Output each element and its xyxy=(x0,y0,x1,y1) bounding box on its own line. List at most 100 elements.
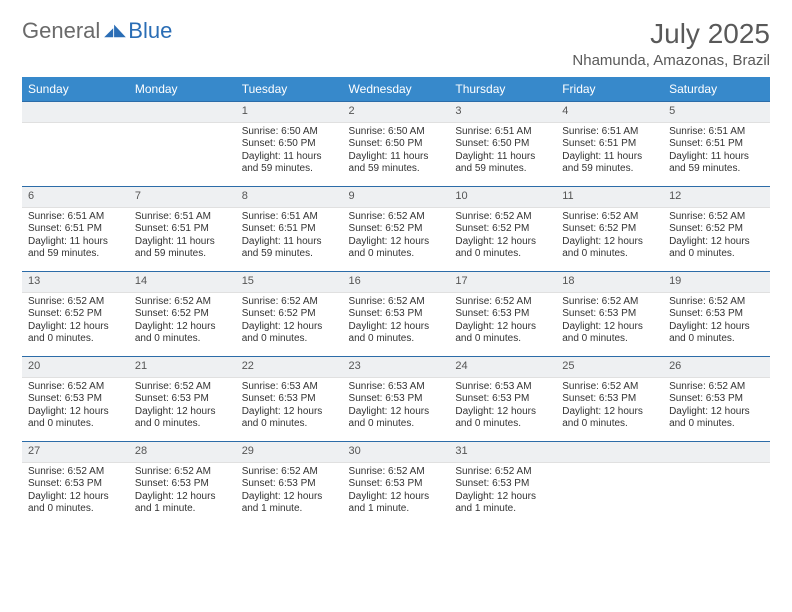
day-body: Sunrise: 6:52 AMSunset: 6:53 PMDaylight:… xyxy=(236,463,343,520)
daylight-text: Daylight: 12 hours and 1 minute. xyxy=(349,491,444,516)
sunset-text: Sunset: 6:53 PM xyxy=(242,478,337,491)
weekday-friday: Friday xyxy=(556,77,663,102)
day-body: Sunrise: 6:52 AMSunset: 6:53 PMDaylight:… xyxy=(343,463,450,520)
day-number: 17 xyxy=(449,272,556,293)
day-number: 8 xyxy=(236,187,343,208)
sunrise-text: Sunrise: 6:51 AM xyxy=(455,126,550,139)
sunrise-text: Sunrise: 6:52 AM xyxy=(242,296,337,309)
day-number-empty xyxy=(663,442,770,463)
day-body: Sunrise: 6:52 AMSunset: 6:53 PMDaylight:… xyxy=(449,293,556,350)
daylight-text: Daylight: 12 hours and 1 minute. xyxy=(135,491,230,516)
daylight-text: Daylight: 12 hours and 0 minutes. xyxy=(349,321,444,346)
day-number: 11 xyxy=(556,187,663,208)
day-number: 21 xyxy=(129,357,236,378)
calendar-cell: 20Sunrise: 6:52 AMSunset: 6:53 PMDayligh… xyxy=(22,357,129,442)
daylight-text: Daylight: 12 hours and 0 minutes. xyxy=(455,406,550,431)
daylight-text: Daylight: 12 hours and 0 minutes. xyxy=(669,236,764,261)
daylight-text: Daylight: 12 hours and 0 minutes. xyxy=(669,321,764,346)
sunset-text: Sunset: 6:53 PM xyxy=(135,393,230,406)
calendar-cell: 21Sunrise: 6:52 AMSunset: 6:53 PMDayligh… xyxy=(129,357,236,442)
sunrise-text: Sunrise: 6:52 AM xyxy=(455,211,550,224)
sunrise-text: Sunrise: 6:52 AM xyxy=(562,296,657,309)
calendar-week-row: 6 Sunrise: 6:51 AM Sunset: 6:51 PM Daylight… xyxy=(22,187,770,272)
calendar-cell: 25Sunrise: 6:52 AMSunset: 6:53 PMDayligh… xyxy=(556,357,663,442)
calendar-cell: 14Sunrise: 6:52 AMSunset: 6:52 PMDayligh… xyxy=(129,272,236,357)
daylight-text: Daylight: 11 hours and 59 minutes. xyxy=(242,151,337,176)
calendar-cell: 8Sunrise: 6:51 AMSunset: 6:51 PMDaylight… xyxy=(236,187,343,272)
day-number: 28 xyxy=(129,442,236,463)
calendar-cell: 5Sunrise: 6:51 AMSunset: 6:51 PMDaylight… xyxy=(663,102,770,187)
sunrise-text: Sunrise: 6:52 AM xyxy=(242,466,337,479)
calendar-cell xyxy=(129,102,236,187)
day-body: Sunrise: 6:53 AMSunset: 6:53 PMDaylight:… xyxy=(449,378,556,435)
daylight-text: Daylight: 12 hours and 0 minutes. xyxy=(349,236,444,261)
sunset-text: Sunset: 6:53 PM xyxy=(349,308,444,321)
day-body: Sunrise: 6:52 AMSunset: 6:52 PMDaylight:… xyxy=(22,293,129,350)
day-number: 15 xyxy=(236,272,343,293)
sunset-text: Sunset: 6:51 PM xyxy=(669,138,764,151)
day-number: 6 xyxy=(22,187,129,208)
sunrise-text: Sunrise: 6:51 AM xyxy=(562,126,657,139)
sunset-text: Sunset: 6:51 PM xyxy=(28,223,123,236)
sunset-text: Sunset: 6:50 PM xyxy=(455,138,550,151)
calendar-cell: 28Sunrise: 6:52 AMSunset: 6:53 PMDayligh… xyxy=(129,442,236,527)
daylight-text: Daylight: 12 hours and 0 minutes. xyxy=(28,321,123,346)
calendar-week-row: 13Sunrise: 6:52 AMSunset: 6:52 PMDayligh… xyxy=(22,272,770,357)
day-number: 2 xyxy=(343,102,450,123)
calendar-table: Sunday Monday Tuesday Wednesday Thursday… xyxy=(22,77,770,527)
daylight-text: Daylight: 12 hours and 1 minute. xyxy=(455,491,550,516)
sunset-text: Sunset: 6:53 PM xyxy=(562,308,657,321)
daylight-text: Daylight: 12 hours and 0 minutes. xyxy=(242,321,337,346)
daylight-text: Daylight: 12 hours and 0 minutes. xyxy=(562,406,657,431)
day-body: Sunrise: 6:52 AMSunset: 6:53 PMDaylight:… xyxy=(22,378,129,435)
day-body: Sunrise: 6:52 AMSunset: 6:52 PMDaylight:… xyxy=(449,208,556,265)
day-body: Sunrise: 6:53 AMSunset: 6:53 PMDaylight:… xyxy=(236,378,343,435)
weekday-wednesday: Wednesday xyxy=(343,77,450,102)
title-block: July 2025 Nhamunda, Amazonas, Brazil xyxy=(572,18,770,69)
day-number: 16 xyxy=(343,272,450,293)
daylight-text: Daylight: 12 hours and 0 minutes. xyxy=(28,406,123,431)
calendar-cell xyxy=(663,442,770,527)
daylight-text: Daylight: 12 hours and 0 minutes. xyxy=(455,321,550,346)
calendar-week-row: 20Sunrise: 6:52 AMSunset: 6:53 PMDayligh… xyxy=(22,357,770,442)
day-number: 22 xyxy=(236,357,343,378)
calendar-cell: 13Sunrise: 6:52 AMSunset: 6:52 PMDayligh… xyxy=(22,272,129,357)
calendar-cell: 15Sunrise: 6:52 AMSunset: 6:52 PMDayligh… xyxy=(236,272,343,357)
sunrise-text: Sunrise: 6:52 AM xyxy=(349,296,444,309)
daylight-text: Daylight: 12 hours and 0 minutes. xyxy=(135,321,230,346)
day-number: 13 xyxy=(22,272,129,293)
calendar-cell: 31Sunrise: 6:52 AMSunset: 6:53 PMDayligh… xyxy=(449,442,556,527)
sunrise-text: Sunrise: 6:51 AM xyxy=(669,126,764,139)
sunrise-text: Sunrise: 6:53 AM xyxy=(242,381,337,394)
sunset-text: Sunset: 6:53 PM xyxy=(669,308,764,321)
logo-mark-icon xyxy=(104,21,126,39)
sunset-text: Sunset: 6:52 PM xyxy=(455,223,550,236)
day-number: 24 xyxy=(449,357,556,378)
sunrise-text: Sunrise: 6:51 AM xyxy=(242,211,337,224)
calendar-cell: 11Sunrise: 6:52 AMSunset: 6:52 PMDayligh… xyxy=(556,187,663,272)
sunrise-text: Sunrise: 6:52 AM xyxy=(135,381,230,394)
sunset-text: Sunset: 6:53 PM xyxy=(242,393,337,406)
sunset-text: Sunset: 6:53 PM xyxy=(28,393,123,406)
calendar-cell: 12Sunrise: 6:52 AMSunset: 6:52 PMDayligh… xyxy=(663,187,770,272)
sunset-text: Sunset: 6:53 PM xyxy=(455,393,550,406)
day-number-empty xyxy=(129,102,236,123)
calendar-cell: 1Sunrise: 6:50 AMSunset: 6:50 PMDaylight… xyxy=(236,102,343,187)
daylight-text: Daylight: 11 hours and 59 minutes. xyxy=(349,151,444,176)
sunrise-text: Sunrise: 6:52 AM xyxy=(28,296,123,309)
day-body: Sunrise: 6:52 AMSunset: 6:52 PMDaylight:… xyxy=(236,293,343,350)
day-number: 5 xyxy=(663,102,770,123)
day-number: 23 xyxy=(343,357,450,378)
sunrise-text: Sunrise: 6:52 AM xyxy=(562,381,657,394)
day-number: 7 xyxy=(129,187,236,208)
calendar-cell: 17Sunrise: 6:52 AMSunset: 6:53 PMDayligh… xyxy=(449,272,556,357)
logo-text-blue: Blue xyxy=(128,18,172,44)
sunrise-text: Sunrise: 6:52 AM xyxy=(455,466,550,479)
weekday-thursday: Thursday xyxy=(449,77,556,102)
sunset-text: Sunset: 6:52 PM xyxy=(242,308,337,321)
day-body: Sunrise: 6:53 AMSunset: 6:53 PMDaylight:… xyxy=(343,378,450,435)
calendar-cell: 4Sunrise: 6:51 AMSunset: 6:51 PMDaylight… xyxy=(556,102,663,187)
calendar-cell xyxy=(556,442,663,527)
daylight-text: Daylight: 12 hours and 0 minutes. xyxy=(242,406,337,431)
sunrise-text: Sunrise: 6:52 AM xyxy=(562,211,657,224)
